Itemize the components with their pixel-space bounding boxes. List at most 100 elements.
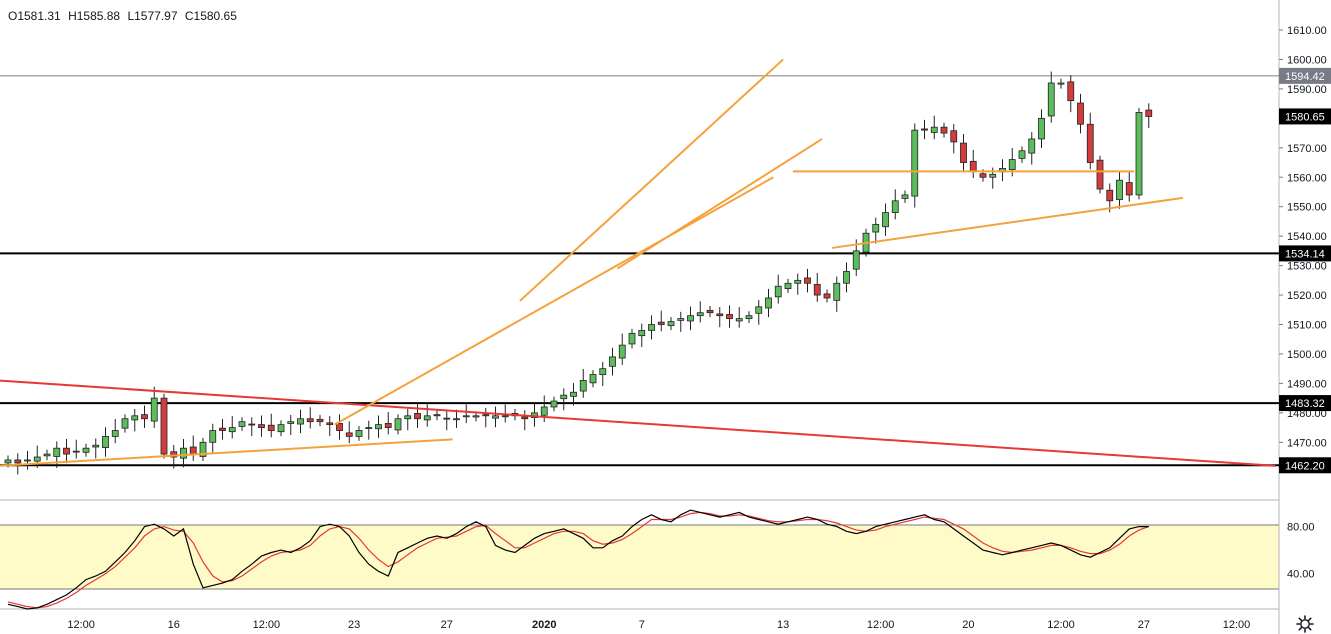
candle	[102, 427, 109, 457]
candle-body	[618, 344, 626, 359]
candle	[365, 420, 373, 440]
candle-body	[423, 415, 431, 421]
candle-body	[472, 415, 480, 418]
candle-body	[1057, 82, 1065, 85]
candle-body	[150, 397, 158, 422]
candle	[833, 276, 841, 312]
candle	[492, 406, 499, 428]
candle	[667, 317, 675, 331]
candle-body	[687, 315, 694, 322]
trendline-support-1	[0, 438, 453, 467]
candle-body	[345, 432, 353, 437]
candle	[696, 301, 704, 323]
candle-body	[4, 459, 12, 464]
stochastic-oscillator	[7, 509, 1150, 610]
price-tick-label: 1510.00	[1287, 320, 1327, 332]
candle-body	[774, 285, 782, 298]
time-tick-label: 23	[348, 619, 360, 631]
candle-body	[1096, 159, 1104, 190]
candle-body	[238, 421, 246, 427]
close-value: C1580.65	[184, 9, 237, 23]
candle	[345, 421, 353, 444]
price-label-text: 1462.20	[1285, 460, 1325, 472]
candle-body	[160, 397, 168, 455]
candle-body	[1018, 150, 1026, 159]
price-tick-label: 1590.00	[1287, 84, 1327, 96]
candle-body	[14, 459, 22, 464]
candle-body	[843, 271, 850, 284]
candle	[72, 439, 80, 459]
candle	[53, 441, 61, 468]
candle-body	[1038, 117, 1045, 140]
candle-body	[1145, 109, 1153, 117]
candle	[326, 416, 334, 437]
candle	[111, 419, 119, 444]
candle	[921, 119, 928, 140]
candle-body	[180, 447, 187, 459]
candle-body	[53, 447, 61, 457]
candle	[804, 268, 811, 293]
candle	[1077, 93, 1084, 134]
candle-body	[258, 424, 265, 428]
candle-body	[930, 126, 938, 133]
candle	[628, 328, 636, 349]
candle	[570, 383, 577, 406]
stoch-tick-label: 40.00	[1287, 569, 1315, 581]
candle	[648, 315, 655, 340]
candle-body	[501, 415, 509, 418]
candle-body	[891, 200, 899, 213]
candle-body	[482, 414, 490, 417]
candle	[882, 203, 889, 236]
candle-body	[63, 447, 70, 455]
time-tick-label: 27	[441, 619, 453, 631]
candle-body	[336, 423, 343, 431]
candle	[238, 417, 246, 431]
candle	[121, 414, 129, 433]
price-tick-label: 1490.00	[1287, 378, 1327, 390]
candle-body	[950, 130, 958, 143]
candle-body	[882, 212, 889, 228]
stoch-axis: 40.00 80.00	[1287, 522, 1315, 581]
candle-body	[189, 446, 197, 455]
candle	[306, 407, 314, 429]
price-tick-label: 1520.00	[1287, 290, 1327, 302]
candle	[199, 437, 207, 461]
price-axis: 1470.001480.001490.001500.001510.001520.…	[1279, 25, 1331, 474]
candle-body	[979, 173, 987, 178]
candle	[618, 333, 626, 365]
candle	[735, 307, 743, 328]
time-tick-label: 12:00	[1047, 619, 1075, 631]
candle-body	[209, 430, 217, 443]
candle-body	[1008, 159, 1016, 170]
gear-icon[interactable]	[1296, 615, 1314, 633]
candle	[560, 388, 568, 411]
price-label-box	[1279, 457, 1331, 474]
time-tick-label: 27	[1138, 619, 1150, 631]
candle	[950, 123, 958, 154]
candle	[24, 450, 31, 470]
stoch-tick-label: 80.00	[1287, 522, 1315, 534]
price-label-text: 1594.42	[1285, 71, 1325, 83]
candle	[521, 410, 529, 431]
candle-body	[901, 194, 909, 199]
price-label-box	[1279, 67, 1331, 84]
candle-body	[443, 417, 451, 420]
candle	[638, 323, 646, 348]
candle-body	[696, 312, 704, 317]
candle-body	[960, 142, 967, 163]
price-tick-label: 1550.00	[1287, 202, 1327, 214]
candle-body	[43, 453, 51, 457]
candle	[852, 239, 860, 276]
candle-body	[355, 430, 363, 437]
candle-body	[1125, 182, 1133, 196]
triangle-bottom	[831, 196, 1184, 249]
candle-body	[735, 318, 743, 322]
candle-body	[121, 418, 129, 429]
candle	[316, 414, 324, 427]
candle	[843, 262, 850, 293]
candle-body	[102, 436, 109, 449]
candle	[267, 413, 275, 438]
candle-body	[326, 422, 334, 426]
candle-body	[804, 277, 811, 284]
